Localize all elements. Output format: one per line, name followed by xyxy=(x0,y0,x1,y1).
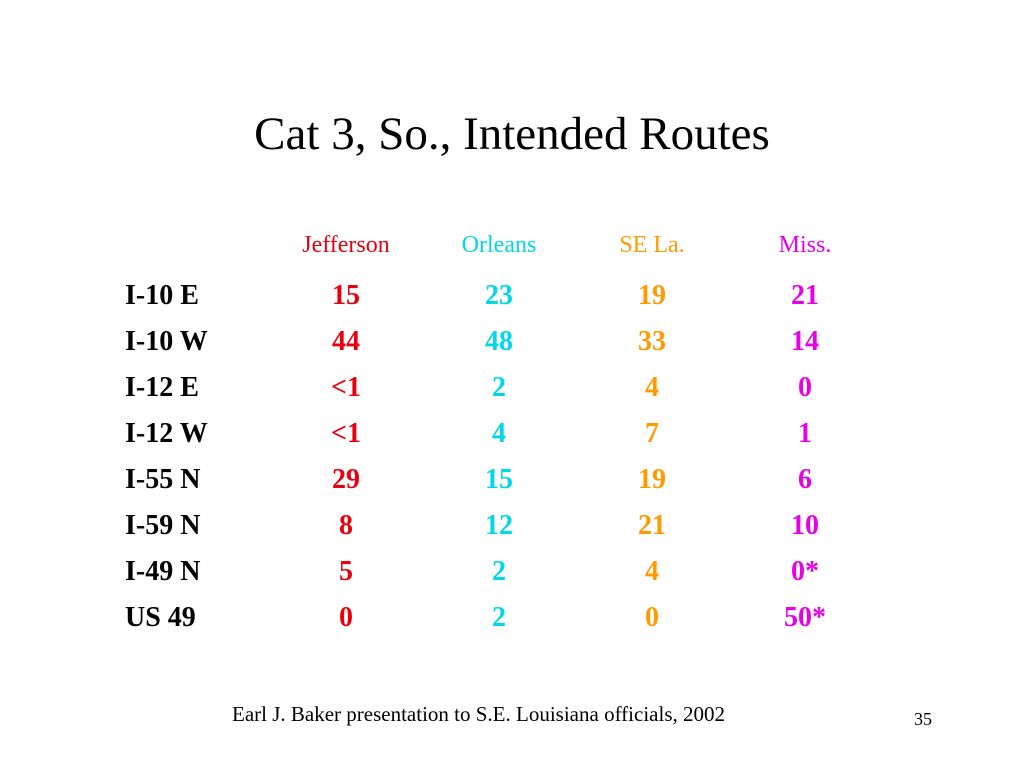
row-label-us49: US 49 xyxy=(125,602,196,633)
cell-i49n-se-la: 4 xyxy=(645,556,659,587)
col-header-orleans: Orleans xyxy=(461,232,537,258)
col-header-jefferson: Jefferson xyxy=(302,232,390,258)
cell-i10e-miss: 21 xyxy=(791,280,819,311)
cell-i59n-jefferson: 8 xyxy=(339,510,353,541)
row-label-i55n: I-55 N xyxy=(125,464,201,495)
cell-i10w-se-la: 33 xyxy=(638,326,666,357)
row-label-i10e: I-10 E xyxy=(125,280,199,311)
cell-i12w-miss: 1 xyxy=(798,418,812,449)
cell-i55n-orleans: 15 xyxy=(485,464,513,495)
row-label-i49n: I-49 N xyxy=(125,556,201,587)
slide-title: Cat 3, So., Intended Routes xyxy=(254,108,770,160)
row-label-i59n: I-59 N xyxy=(125,510,201,541)
row-label-i12w: I-12 W xyxy=(125,418,208,449)
cell-i10w-orleans: 48 xyxy=(485,326,513,357)
row-label-i10w: I-10 W xyxy=(125,326,208,357)
col-header-se-la: SE La. xyxy=(619,232,685,258)
cell-us49-orleans: 2 xyxy=(492,602,506,633)
cell-i12w-orleans: 4 xyxy=(492,418,506,449)
col-header-miss: Miss. xyxy=(778,232,832,258)
cell-i12w-jefferson: <1 xyxy=(331,418,361,449)
cell-i59n-miss: 10 xyxy=(791,510,819,541)
cell-us49-miss: 50* xyxy=(784,602,826,633)
page-number: 35 xyxy=(914,709,932,729)
cell-i12w-se-la: 7 xyxy=(645,418,659,449)
cell-i12e-se-la: 4 xyxy=(645,372,659,403)
row-label-i12e: I-12 E xyxy=(125,372,199,403)
cell-i10e-orleans: 23 xyxy=(485,280,513,311)
cell-us49-jefferson: 0 xyxy=(339,602,353,633)
cell-i49n-jefferson: 5 xyxy=(339,556,353,587)
cell-i10e-jefferson: 15 xyxy=(332,280,360,311)
cell-i12e-miss: 0 xyxy=(798,372,812,403)
cell-i10w-jefferson: 44 xyxy=(332,326,360,357)
cell-i12e-orleans: 2 xyxy=(492,372,506,403)
cell-i55n-miss: 6 xyxy=(798,464,812,495)
cell-i49n-miss: 0* xyxy=(791,556,819,587)
cell-i59n-orleans: 12 xyxy=(485,510,513,541)
cell-i59n-se-la: 21 xyxy=(638,510,666,541)
cell-i55n-se-la: 19 xyxy=(638,464,666,495)
cell-i10w-miss: 14 xyxy=(791,326,819,357)
cell-us49-se-la: 0 xyxy=(645,602,659,633)
cell-i12e-jefferson: <1 xyxy=(331,372,361,403)
footer-citation: Earl J. Baker presentation to S.E. Louis… xyxy=(232,702,725,726)
cell-i10e-se-la: 19 xyxy=(638,280,666,311)
cell-i49n-orleans: 2 xyxy=(492,556,506,587)
cell-i55n-jefferson: 29 xyxy=(332,464,360,495)
